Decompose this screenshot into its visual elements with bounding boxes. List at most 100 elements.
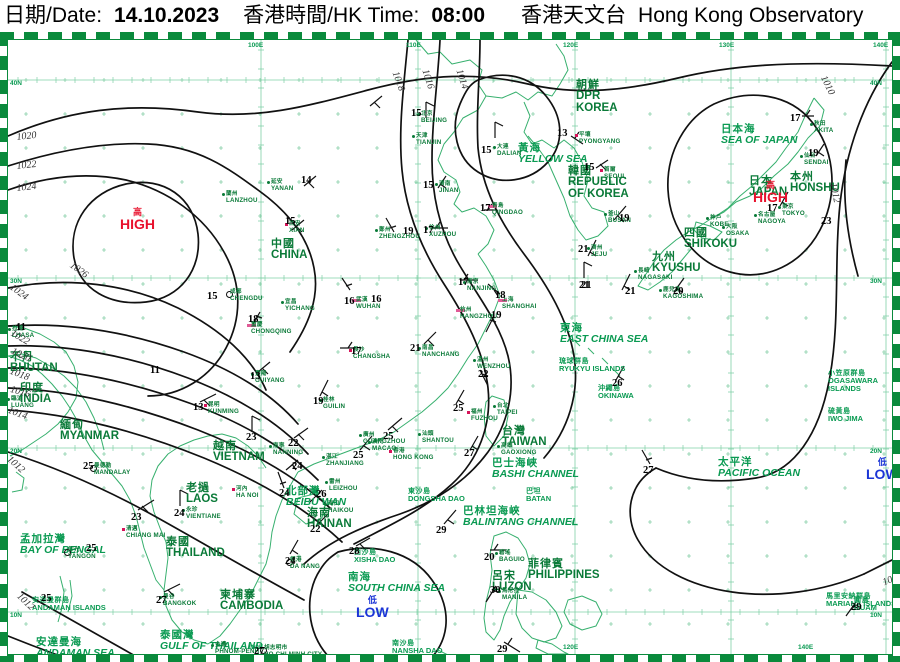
station-marker bbox=[251, 373, 254, 376]
station-marker bbox=[463, 281, 466, 284]
city-label-cn: 成都 bbox=[230, 289, 242, 295]
pressure-centre-symbol-cn: 高 bbox=[132, 207, 142, 217]
city-label: 碧瑤 BAGUIO bbox=[499, 550, 525, 563]
island-label-en: ANDAMAN ISLANDS bbox=[32, 603, 106, 612]
station-marker bbox=[182, 509, 185, 512]
city-label-cn: 河內 bbox=[236, 486, 248, 492]
city-label-en: PHNOM-PENH bbox=[215, 647, 260, 654]
station-temperature: 25 bbox=[86, 543, 97, 554]
city-label: 首爾 SEOUL bbox=[604, 167, 626, 180]
city-label: 大連 DALIAN bbox=[497, 144, 522, 157]
longitude-tick-label: 110E bbox=[406, 42, 421, 49]
island-label: 安達曼群島 ANDAMAN ISLANDS bbox=[32, 597, 106, 612]
city-label-cn: 峴港 bbox=[290, 557, 302, 563]
country-label: 四國 SHIKOKU bbox=[684, 228, 737, 251]
station-temperature: 25 bbox=[353, 450, 364, 461]
country-label-cn: 日本 bbox=[749, 175, 773, 187]
city-label-cn: 貴陽 bbox=[255, 371, 267, 377]
country-label-en: HONSHU bbox=[790, 182, 840, 194]
map-border-bottom bbox=[0, 655, 900, 662]
pressure-centre-symbol-cn: 低 bbox=[877, 457, 887, 467]
station-temperature: 24 bbox=[292, 461, 303, 472]
city-label: 神戶 KOBE bbox=[710, 215, 729, 228]
station-temperature: 22 bbox=[288, 438, 299, 449]
station-temperature: 17 bbox=[767, 203, 778, 214]
island-label: 琉球群島 RYUKYU ISLANDS bbox=[559, 358, 625, 373]
city-label-cn: 清邁 bbox=[126, 526, 138, 532]
city-label: 馬尼拉 MANILA bbox=[502, 588, 527, 601]
sea-label-cn: 泰國灣 bbox=[160, 629, 195, 641]
country-label: 呂宋 LUZON bbox=[492, 571, 532, 594]
island-label-cn: 關島 bbox=[854, 597, 869, 604]
station-marker bbox=[324, 503, 327, 506]
station-temperature: 29 bbox=[436, 525, 447, 536]
island-label-cn: 沖繩島 bbox=[598, 385, 621, 392]
city-label: 大阪 OSAKA bbox=[726, 224, 750, 237]
country-label: 韓國 REPUBLIC OF KOREA bbox=[568, 166, 629, 200]
station-marker bbox=[488, 205, 497, 208]
country-label-en: LAOS bbox=[186, 493, 218, 505]
city-label-cn: 胡志明市 bbox=[264, 645, 288, 651]
country-label-en: PHILIPPINES bbox=[528, 569, 600, 581]
sea-label-en: SEA OF JAPAN bbox=[721, 133, 798, 146]
station-marker bbox=[222, 193, 225, 196]
city-label-cn: 仙台 bbox=[804, 153, 816, 159]
station-marker bbox=[8, 398, 10, 401]
station-marker bbox=[285, 223, 288, 226]
country-label-en: HAINAN bbox=[307, 518, 352, 530]
station-marker bbox=[211, 644, 214, 647]
station-marker bbox=[232, 488, 235, 491]
city-label-en: XUZHOU bbox=[429, 230, 457, 238]
city-label-en: DALIAN bbox=[497, 149, 522, 157]
station-marker bbox=[418, 347, 421, 350]
city-label-cn: 仰光 bbox=[68, 547, 80, 553]
sea-label-en: BALINTANG CHANNEL bbox=[463, 515, 579, 528]
city-label-en: KOBE bbox=[710, 220, 729, 228]
country-label-cn: 海南 bbox=[307, 507, 331, 519]
city-label-cn: 南寧 bbox=[273, 443, 285, 449]
city-label: 宜昌 YICHANG bbox=[285, 299, 315, 312]
longitude-tick-label: 100E bbox=[248, 644, 264, 651]
city-label-cn: 青島 bbox=[492, 203, 504, 209]
city-label-cn: 昆明 bbox=[208, 402, 220, 408]
chart-header: 日期/Date: 14.10.2023 香港時間/HK Time: 08:00 … bbox=[0, 0, 900, 32]
station-marker bbox=[456, 309, 465, 312]
city-label-en: YANAN bbox=[271, 184, 294, 192]
city-label-cn: 海口 bbox=[328, 501, 340, 507]
longitude-tick-label: 130E bbox=[719, 42, 735, 49]
city-label-en: OSAKA bbox=[726, 229, 750, 237]
sea-label: 北部灣 BEIBU WAN bbox=[286, 486, 346, 507]
latitude-tick-label: 30N bbox=[870, 278, 882, 285]
sea-label-cn: 北部灣 bbox=[286, 485, 321, 497]
city-label-en: GUILIN bbox=[323, 402, 346, 410]
coastlines bbox=[8, 40, 825, 654]
station-marker bbox=[417, 113, 420, 116]
island-label: 小笠原群島 OGASAWARA ISLANDS bbox=[828, 370, 878, 392]
station-marker bbox=[810, 123, 813, 126]
city-label-cn: 天津 bbox=[416, 133, 428, 139]
station-marker bbox=[90, 465, 97, 472]
station-marker bbox=[706, 217, 709, 220]
city-label-en: HANGZHOU bbox=[460, 312, 498, 320]
island-label-cn: 硫黃島 bbox=[828, 408, 851, 415]
station-temperature: 25 bbox=[453, 403, 464, 414]
station-marker bbox=[435, 183, 438, 186]
island-label: 南沙島 NANSHA DAO bbox=[392, 640, 443, 654]
country-label-en: INDIA bbox=[20, 393, 52, 405]
city-label-cn: 北京 bbox=[421, 111, 433, 117]
sea-label-cn: 日本海 bbox=[721, 123, 756, 135]
city-label: 仰光 YANGON bbox=[68, 547, 96, 560]
city-label: 海口 HAIKOU bbox=[328, 501, 354, 514]
station-marker bbox=[359, 434, 362, 437]
station-temperature: 21 bbox=[410, 343, 421, 354]
country-label: 台灣 TAIWAN bbox=[502, 426, 547, 449]
station-temperature: 13 bbox=[557, 128, 568, 139]
station-temperature: 28 bbox=[349, 546, 360, 557]
city-label-en: XIAN bbox=[289, 226, 305, 234]
city-label: 青島 QINGDAO bbox=[492, 203, 523, 216]
country-label: 老撾 LAOS bbox=[186, 483, 218, 506]
pressure-centre-symbol-en: LOW bbox=[866, 466, 892, 482]
station-temperature: 26 bbox=[612, 378, 623, 389]
country-label-en: LUZON bbox=[492, 581, 532, 593]
